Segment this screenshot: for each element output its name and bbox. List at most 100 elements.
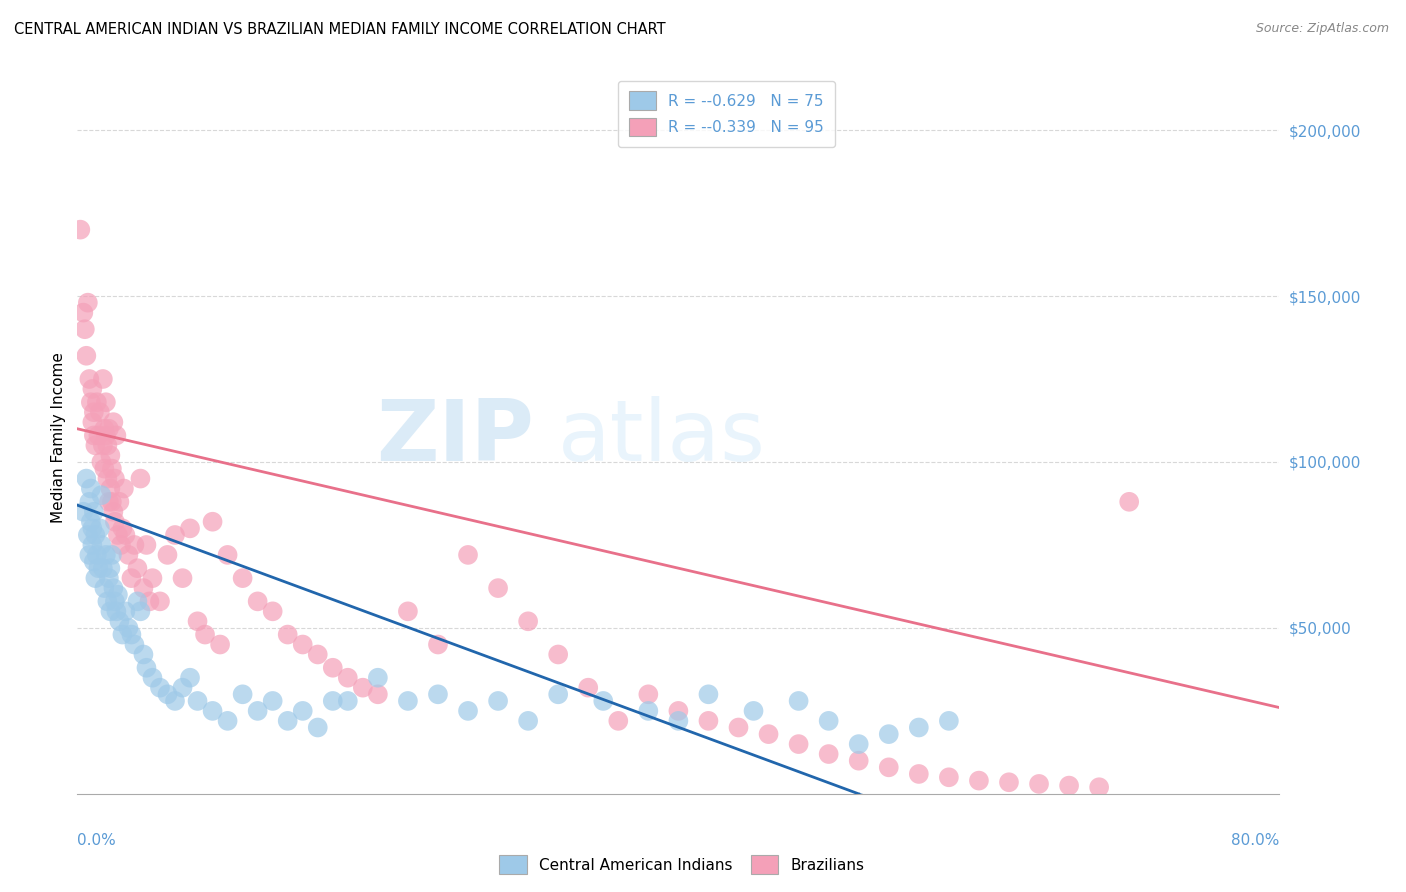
Point [209, 638, 232, 652]
Point [217, 714, 239, 728]
Point [80, 482, 103, 496]
Point [848, 754, 870, 768]
Point [232, 687, 254, 701]
Point [396, 604, 419, 618]
Point [149, 594, 172, 608]
Point [246, 594, 269, 608]
Point [908, 767, 931, 781]
Point [107, 588, 129, 602]
Point [179, 521, 201, 535]
Point [96, 472, 118, 486]
Point [111, 627, 134, 641]
Point [186, 615, 209, 629]
Point [352, 681, 374, 695]
Point [107, 528, 129, 542]
Point [124, 538, 146, 552]
Point [1088, 780, 1111, 795]
Point [114, 604, 136, 618]
Point [100, 561, 122, 575]
Point [96, 438, 118, 452]
Point [82, 538, 104, 552]
Point [120, 571, 142, 585]
Point [201, 704, 224, 718]
Point [262, 604, 284, 618]
Y-axis label: Median Family Income: Median Family Income [51, 351, 66, 523]
Point [75, 472, 97, 486]
Point [156, 687, 179, 701]
Point [73, 322, 96, 336]
Point [998, 775, 1021, 789]
Point [93, 422, 115, 436]
Point [246, 704, 269, 718]
Point [79, 548, 101, 562]
Point [486, 581, 509, 595]
Point [262, 694, 284, 708]
Point [592, 694, 614, 708]
Point [87, 428, 110, 442]
Point [91, 372, 114, 386]
Point [307, 648, 329, 662]
Point [93, 461, 115, 475]
Point [80, 515, 103, 529]
Point [291, 638, 314, 652]
Point [96, 594, 118, 608]
Point [427, 638, 450, 652]
Point [94, 395, 117, 409]
Point [637, 687, 659, 701]
Point [82, 521, 104, 535]
Point [727, 721, 749, 735]
Text: 0.0%: 0.0% [77, 833, 117, 848]
Point [457, 704, 479, 718]
Point [108, 615, 131, 629]
Point [367, 687, 389, 701]
Point [787, 694, 810, 708]
Point [547, 648, 569, 662]
Point [100, 448, 122, 462]
Point [105, 604, 128, 618]
Point [517, 714, 540, 728]
Point [163, 528, 186, 542]
Text: CENTRAL AMERICAN INDIAN VS BRAZILIAN MEDIAN FAMILY INCOME CORRELATION CHART: CENTRAL AMERICAN INDIAN VS BRAZILIAN MED… [14, 22, 665, 37]
Point [84, 571, 107, 585]
Point [201, 515, 224, 529]
Point [90, 455, 112, 469]
Point [149, 681, 172, 695]
Point [93, 581, 115, 595]
Point [637, 704, 659, 718]
Point [132, 581, 155, 595]
Point [101, 461, 124, 475]
Point [367, 671, 389, 685]
Point [135, 661, 157, 675]
Point [80, 395, 103, 409]
Point [307, 721, 329, 735]
Point [817, 714, 839, 728]
Point [101, 495, 124, 509]
Point [79, 495, 101, 509]
Point [82, 415, 104, 429]
Point [83, 405, 105, 419]
Point [486, 694, 509, 708]
Point [908, 721, 931, 735]
Point [217, 548, 239, 562]
Point [94, 548, 117, 562]
Point [72, 505, 94, 519]
Point [103, 581, 125, 595]
Point [83, 428, 105, 442]
Point [322, 694, 344, 708]
Point [97, 571, 120, 585]
Point [100, 604, 122, 618]
Point [103, 415, 125, 429]
Point [117, 621, 139, 635]
Point [89, 521, 111, 535]
Point [517, 615, 540, 629]
Point [91, 438, 114, 452]
Point [117, 548, 139, 562]
Point [89, 405, 111, 419]
Point [76, 295, 98, 310]
Text: 80.0%: 80.0% [1232, 833, 1279, 848]
Point [84, 528, 107, 542]
Point [322, 661, 344, 675]
Point [291, 704, 314, 718]
Point [82, 382, 104, 396]
Point [172, 571, 194, 585]
